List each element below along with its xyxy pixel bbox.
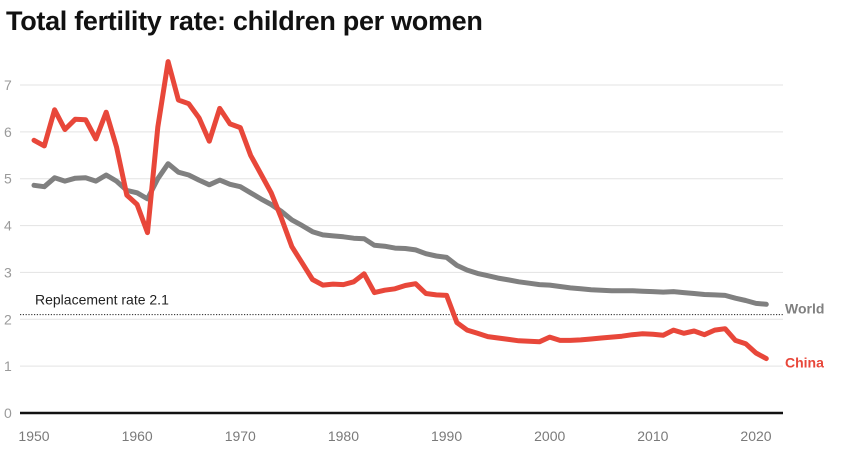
y-tick-label: 0 xyxy=(4,405,12,421)
y-tick-label: 1 xyxy=(4,358,12,374)
x-tick-label: 2020 xyxy=(740,428,771,444)
x-tick-label: 2000 xyxy=(534,428,565,444)
y-tick-label: 7 xyxy=(4,77,12,93)
y-tick-label: 2 xyxy=(4,311,12,327)
series-label-world: World xyxy=(785,300,824,316)
y-tick-label: 4 xyxy=(4,218,12,234)
replacement-rate-label: Replacement rate 2.1 xyxy=(35,292,169,308)
gridlines xyxy=(20,84,783,367)
y-tick-label: 3 xyxy=(4,264,12,280)
x-tick-label: 1990 xyxy=(431,428,462,444)
series-label-china: China xyxy=(785,355,824,371)
series-line-world xyxy=(31,161,769,307)
x-tick-label: 1970 xyxy=(225,428,256,444)
x-tick-label: 2010 xyxy=(637,428,668,444)
series-line-china xyxy=(31,59,769,362)
x-axis-ticks: 1950 1960 1970 1980 1990 2000 2010 2020 xyxy=(18,428,771,444)
x-tick-label: 1960 xyxy=(122,428,153,444)
chart-title: Total fertility rate: children per women xyxy=(6,6,483,36)
annotations: Replacement rate 2.1 xyxy=(20,292,783,316)
y-tick-label: 6 xyxy=(4,124,12,140)
y-axis-ticks: 0 1 2 3 4 5 6 7 xyxy=(4,77,12,421)
series-lines xyxy=(31,59,769,362)
series-labels: World China xyxy=(785,300,824,370)
x-tick-label: 1980 xyxy=(328,428,359,444)
y-tick-label: 5 xyxy=(4,171,12,187)
x-tick-label: 1950 xyxy=(18,428,49,444)
